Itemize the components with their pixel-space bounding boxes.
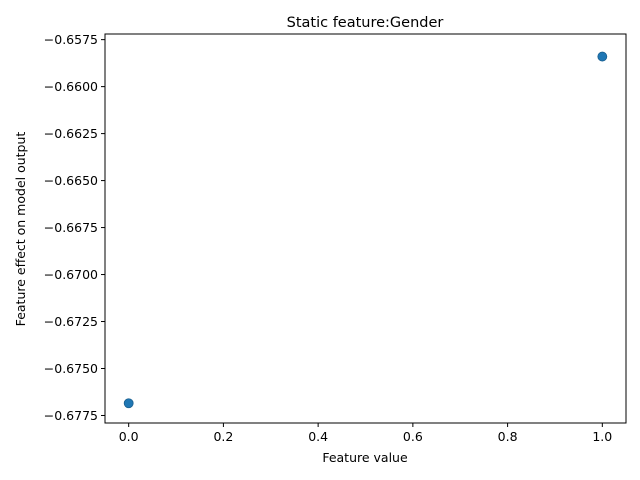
y-tick-label: −0.6650 [44, 173, 98, 188]
x-tick-label: 1.0 [592, 429, 612, 444]
y-tick-label: −0.6725 [44, 314, 98, 329]
x-axis-label: Feature value [322, 450, 408, 465]
chart-title: Static feature:Gender [287, 15, 444, 31]
y-tick-label: −0.6600 [44, 79, 98, 94]
y-tick-label: −0.6625 [44, 126, 98, 141]
y-tick-label: −0.6775 [44, 408, 98, 423]
y-tick-label: −0.6700 [44, 267, 98, 282]
x-tick-label: 0.8 [498, 429, 518, 444]
plot-frame [104, 33, 627, 424]
x-tick-label: 0.2 [213, 429, 233, 444]
plot-area [123, 51, 608, 409]
y-tick-label: −0.6575 [44, 32, 98, 47]
x-tick-label: 0.0 [119, 429, 139, 444]
y-axis-label: Feature effect on model output [13, 132, 28, 327]
x-tick-label: 0.6 [403, 429, 423, 444]
y-tick-label: −0.6675 [44, 220, 98, 235]
y-tick-label: −0.6750 [44, 361, 98, 376]
x-tick-label: 0.4 [308, 429, 328, 444]
scatter-point [597, 51, 608, 62]
scatter-point [123, 398, 134, 409]
